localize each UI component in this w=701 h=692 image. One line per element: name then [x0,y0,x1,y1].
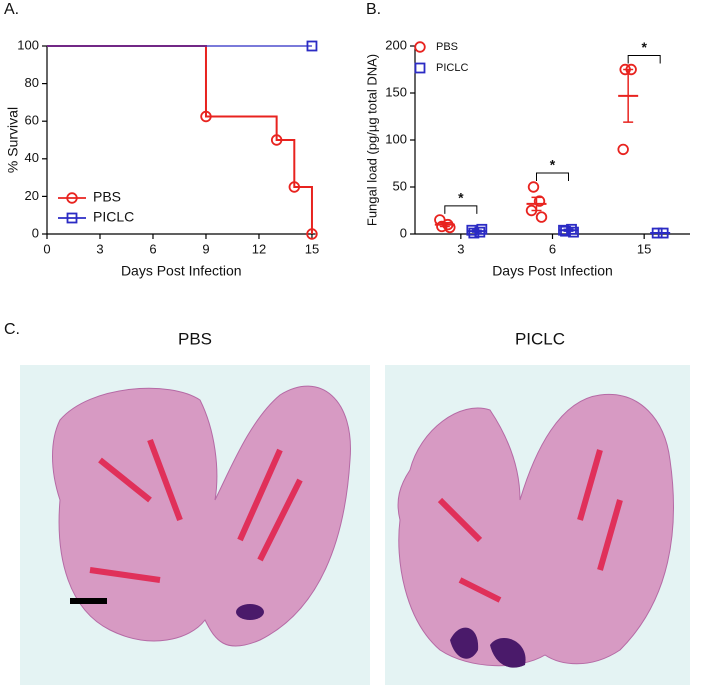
x-tick-label: 0 [43,241,50,256]
significance-bracket [627,55,661,64]
significance-bracket [444,205,478,214]
panel-label: B. [366,1,381,18]
y-tick-label: 40 [25,150,39,165]
x-tick-label: 3 [96,241,103,256]
x-tick-label: 6 [549,241,556,256]
x-tick-label: 12 [252,241,266,256]
marker [66,192,78,204]
y-tick-label: 20 [25,188,39,203]
significance-label: * [550,157,556,173]
marker [288,181,301,193]
image-title: PICLC [515,329,565,348]
legend-label: PICLC [436,62,468,74]
y-tick-label: 150 [385,84,407,99]
y-tick-label: 80 [25,75,39,90]
x-tick-label: 6 [149,241,156,256]
significance-label: * [458,190,464,206]
image-title: PBS [178,329,212,348]
marker [270,134,283,146]
y-tick-label: 0 [32,225,39,240]
x-tick-label: 9 [202,241,209,256]
x-axis-title: Days Post Infection [492,263,613,279]
y-tick-label: 100 [385,131,407,146]
significance-label: * [641,39,647,55]
marker [533,195,546,207]
marker [306,40,318,52]
x-tick-label: 3 [457,241,464,256]
y-tick-label: 50 [393,178,407,193]
significance-bracket [536,172,569,181]
x-tick-label: 15 [637,241,651,256]
marker [306,228,318,240]
y-axis-title: % Survival [5,107,21,173]
survival-line [47,45,313,234]
y-tick-label: 60 [25,113,39,128]
y-tick-label: 200 [385,37,407,52]
x-axis-title: Days Post Infection [121,263,242,279]
marker [527,181,540,193]
x-tick-label: 15 [305,241,319,256]
y-tick-label: 0 [400,225,407,240]
marker [66,212,78,224]
legend-label: PBS [93,189,121,205]
legend-label: PBS [436,41,458,53]
legend-label: PICLC [93,209,134,225]
marker [476,223,488,235]
panel-label: A. [4,1,19,18]
marker [568,226,579,238]
marker [200,110,212,123]
marker [535,211,548,223]
marker [414,62,426,74]
y-tick-label: 100 [17,37,39,52]
marker [414,41,426,53]
y-axis-title: Fungal load (pg/µg total DNA) [364,54,379,226]
marker [617,143,629,156]
histology-image [20,365,370,685]
panel-label: C. [4,321,20,338]
histology-image [385,365,690,685]
